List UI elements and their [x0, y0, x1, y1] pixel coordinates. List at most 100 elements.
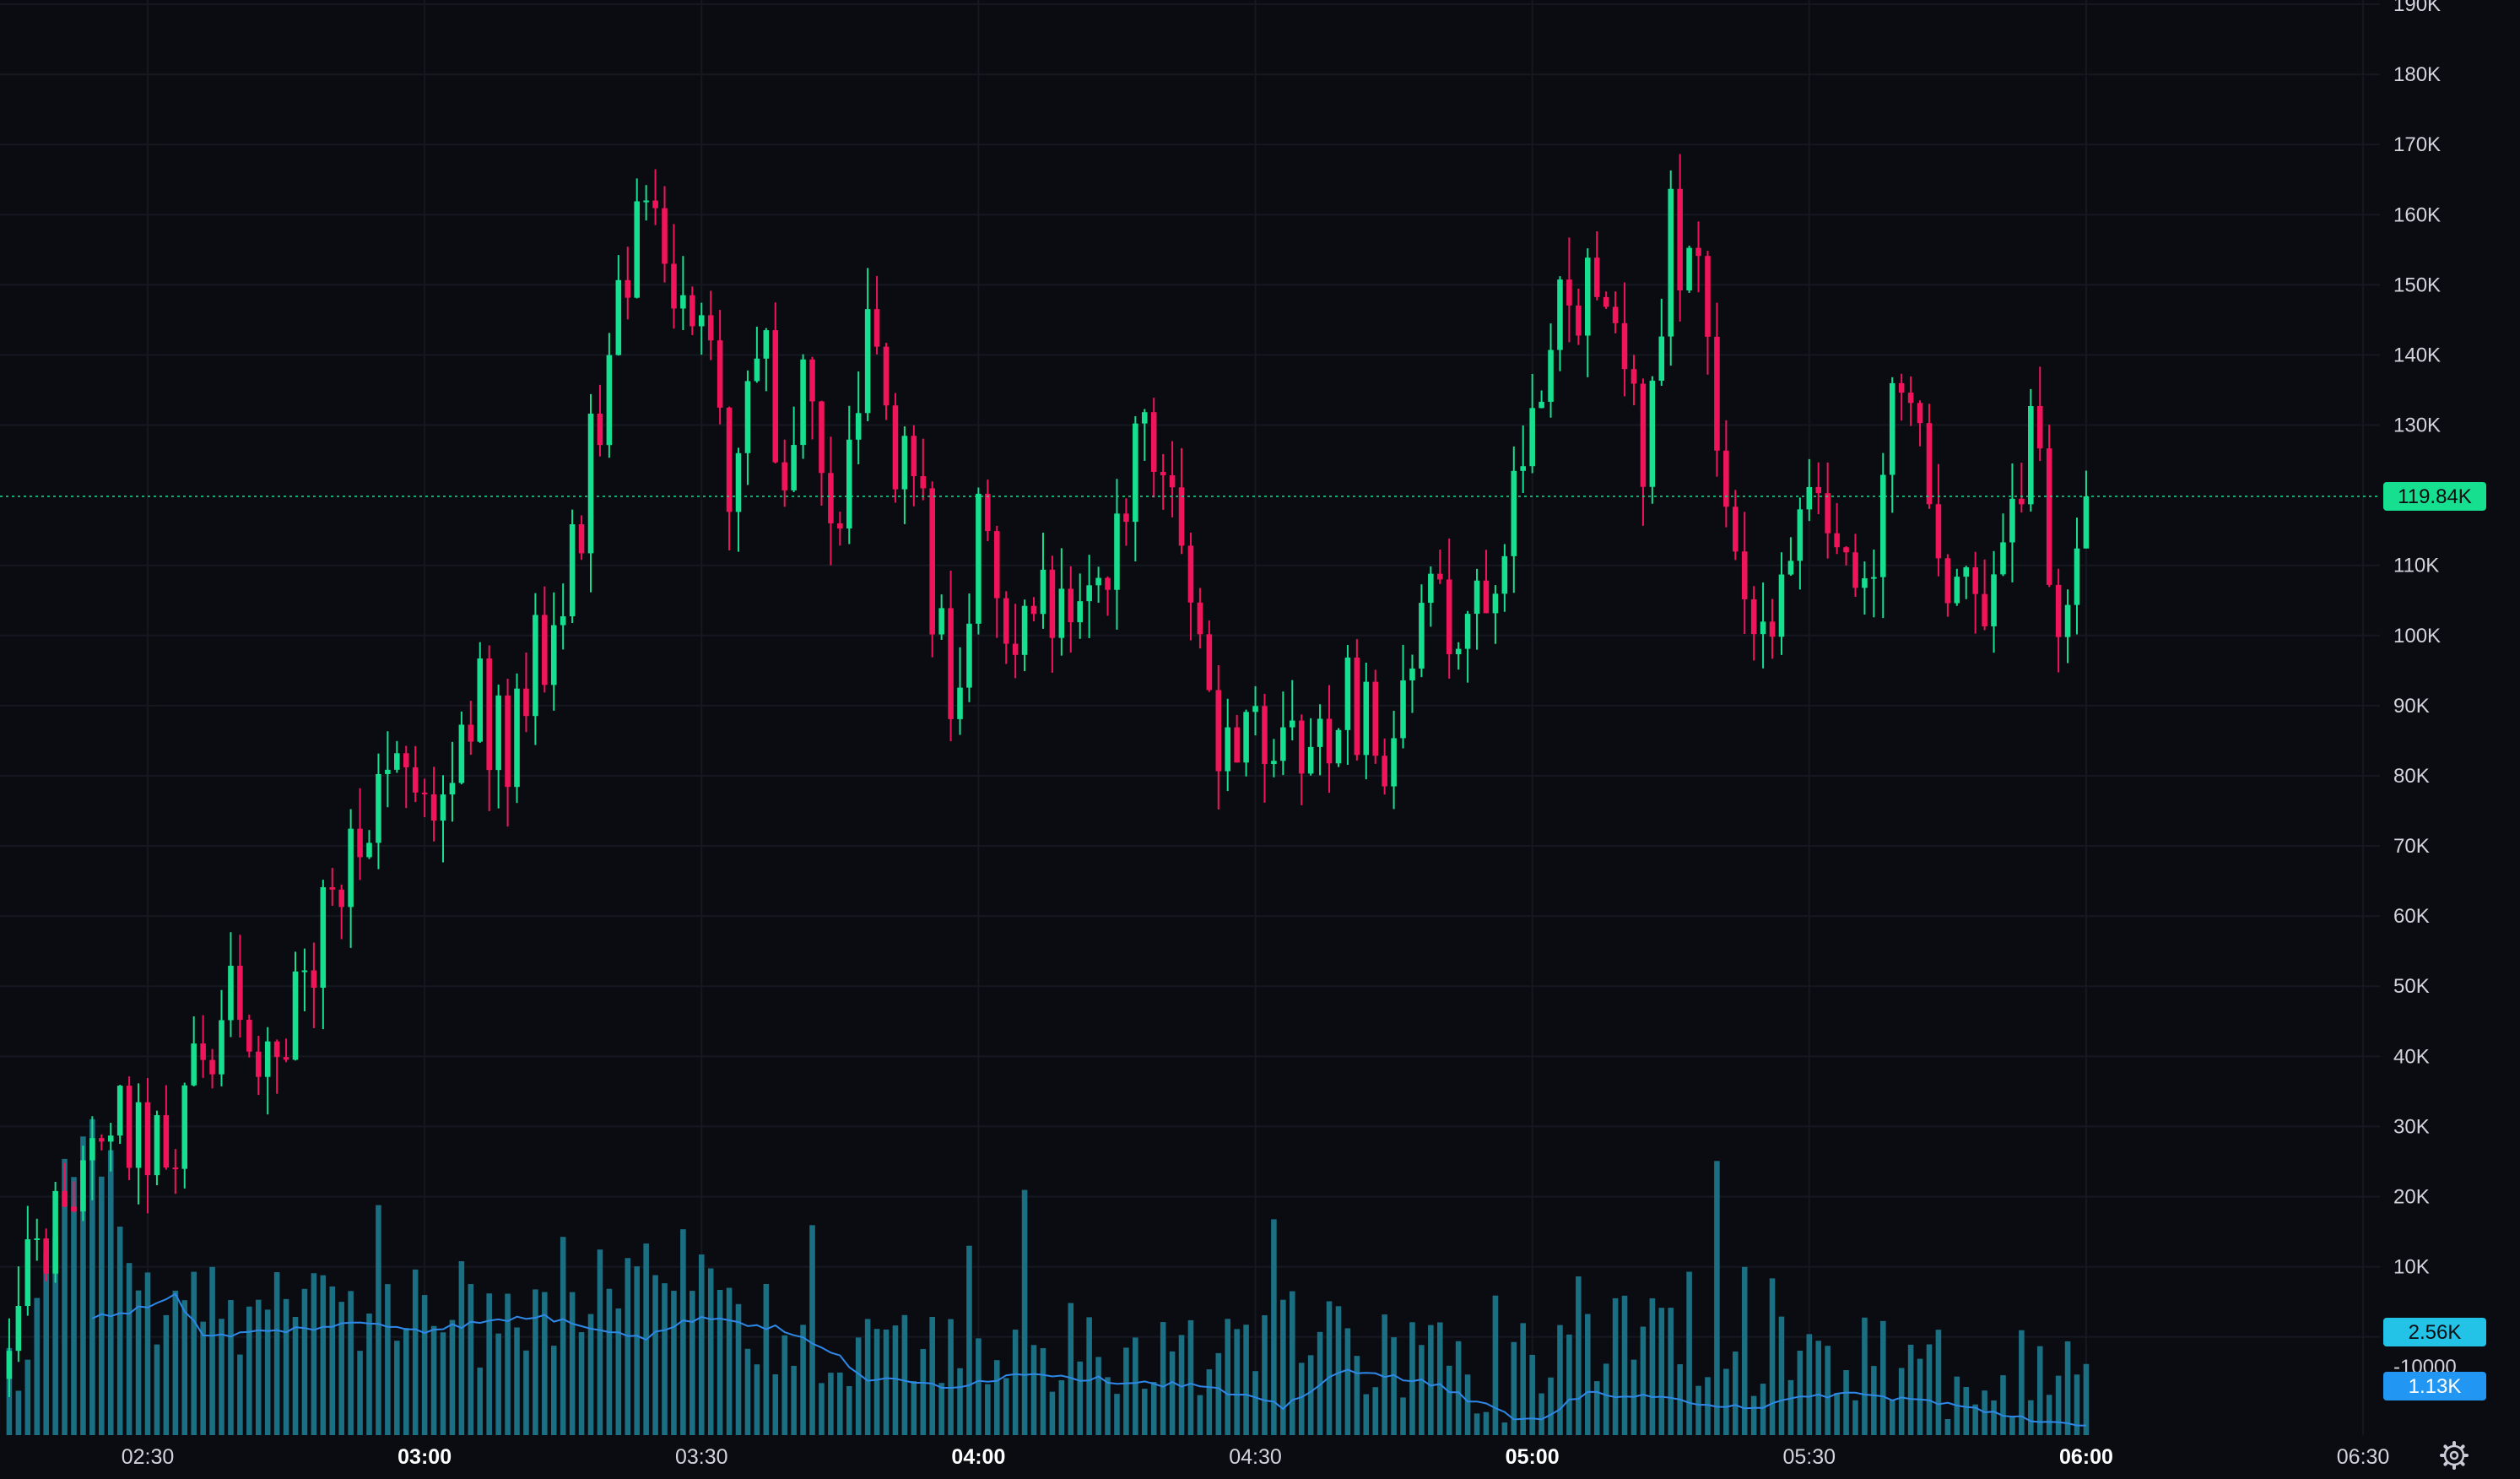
candle-body: [24, 1239, 31, 1306]
candle-body: [1630, 369, 1637, 384]
candle-body: [976, 493, 982, 624]
candle-body: [1105, 577, 1111, 590]
volume-bar: [1585, 1314, 1591, 1435]
candle-body: [255, 1051, 262, 1077]
candle-body: [1409, 668, 1415, 680]
candle-body: [301, 970, 308, 972]
volume-bar: [421, 1295, 428, 1435]
volume-bar: [634, 1266, 640, 1435]
time-tick-label: 02:30: [122, 1445, 175, 1469]
candle-body: [1695, 247, 1701, 257]
volume-bar: [735, 1303, 742, 1435]
candle-body: [1640, 383, 1647, 487]
candle-body: [2036, 405, 2043, 449]
candle-body: [1012, 643, 1019, 655]
volume-bar: [1944, 1418, 1951, 1435]
volume-bar: [1695, 1385, 1701, 1435]
volume-bar: [1834, 1393, 1840, 1435]
candle-body: [1991, 574, 1997, 626]
volume-bar: [181, 1300, 188, 1435]
volume-bar: [809, 1225, 815, 1435]
volume-bar: [1252, 1371, 1258, 1435]
candle-body: [1935, 504, 1942, 559]
volume-bar: [1003, 1378, 1009, 1435]
volume-bar: [1852, 1400, 1858, 1435]
candle-body: [15, 1305, 22, 1352]
volume-bar: [625, 1258, 631, 1435]
volume-bar: [1160, 1322, 1166, 1435]
volume-bar: [348, 1291, 354, 1435]
volume-bar: [126, 1263, 132, 1435]
volume-bar: [1889, 1400, 1895, 1435]
candle-body: [1234, 727, 1240, 763]
candle-body: [707, 315, 714, 341]
candle-body: [1649, 380, 1656, 487]
volume-bar: [929, 1317, 935, 1435]
volume-bar: [1354, 1356, 1360, 1435]
candle-body: [735, 452, 742, 512]
price-tick-label: 80K: [2393, 765, 2430, 788]
candle-body: [828, 473, 834, 523]
volume-bar: [1280, 1299, 1286, 1435]
volume-bar: [1935, 1330, 1942, 1435]
volume-bar: [135, 1290, 142, 1435]
candle-body: [1871, 577, 1877, 579]
volume-bar: [219, 1319, 224, 1435]
volume-bar: [1298, 1363, 1305, 1435]
volume-bar: [819, 1383, 825, 1435]
candle-body: [135, 1102, 142, 1168]
volume-bar: [781, 1335, 787, 1435]
time-axis[interactable]: 02:30 03:00 03:30 04:00 04:30 05:00 05:30 06:00…: [122, 1445, 2390, 1469]
volume-bar: [1880, 1320, 1886, 1435]
volume-bar: [1760, 1384, 1766, 1435]
volume-bar: [1566, 1334, 1572, 1435]
candle-body: [791, 445, 797, 490]
candle-body: [800, 359, 806, 446]
settings-icon[interactable]: [2440, 1441, 2469, 1470]
candle-body: [754, 358, 760, 382]
candle-body: [1141, 412, 1148, 424]
volume-bar: [754, 1364, 760, 1435]
volume-bar: [671, 1291, 677, 1435]
volume-bar: [948, 1319, 954, 1435]
candle-body: [615, 279, 622, 355]
candle-body: [1317, 718, 1323, 747]
price-tick-label: 90K: [2393, 695, 2430, 718]
candle-body: [1972, 567, 1978, 594]
candle-body: [1058, 588, 1065, 638]
volume-bar: [1077, 1361, 1083, 1435]
volume-bar: [883, 1329, 890, 1435]
candle-body: [1538, 401, 1544, 409]
price-axis[interactable]: 190K 180K 170K 160K 150K 140K 130K 110K 100K 90K 8…: [2393, 0, 2441, 1349]
volume-bar: [1169, 1351, 1176, 1435]
volume-bar: [1511, 1341, 1517, 1435]
candle-body: [929, 488, 935, 635]
candle-body: [846, 439, 852, 529]
candle-body: [2046, 448, 2052, 585]
candle-body: [1954, 577, 1960, 604]
candle-body: [338, 889, 344, 907]
candle-body: [1021, 605, 1028, 655]
volume-bar: [1963, 1387, 1970, 1435]
candle-body: [1511, 470, 1517, 556]
candle-body: [1419, 603, 1425, 669]
volume-bar: [763, 1284, 770, 1435]
candle-body: [1187, 545, 1194, 603]
candle-body: [744, 381, 751, 453]
candle-body: [1262, 706, 1268, 764]
volume-bar: [652, 1275, 658, 1435]
candle-body: [1483, 580, 1490, 614]
candle-body: [1815, 486, 1822, 494]
candle-body: [1160, 471, 1166, 476]
candle-body: [1520, 466, 1527, 471]
candle-body: [1030, 605, 1037, 615]
candle-body: [430, 794, 437, 821]
candle-body: [1455, 648, 1462, 654]
candle-body: [560, 616, 566, 626]
candle-body: [1335, 729, 1342, 764]
candle-body: [1169, 475, 1176, 488]
candle-body: [154, 1114, 160, 1176]
volume-bar: [116, 1227, 123, 1435]
volume-bar: [228, 1300, 234, 1435]
